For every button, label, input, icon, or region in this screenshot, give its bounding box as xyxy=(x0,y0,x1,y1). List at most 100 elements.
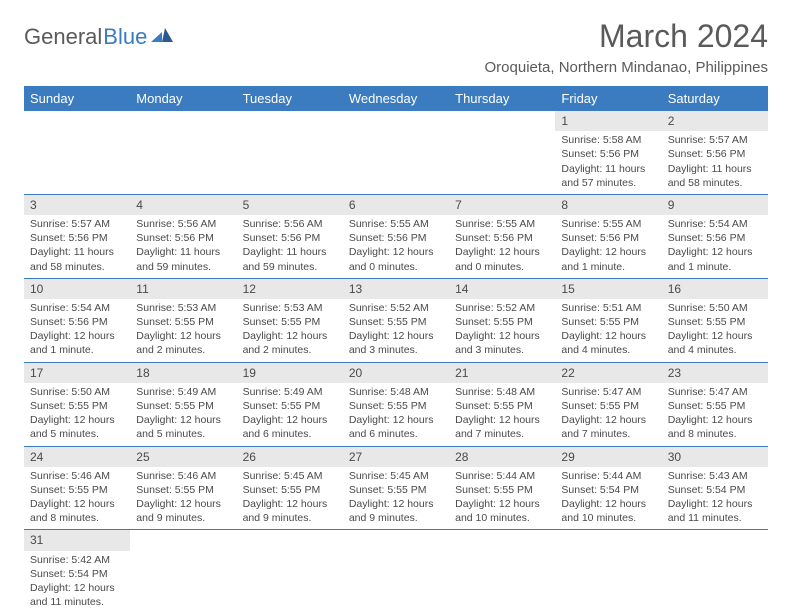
weekday-header: Saturday xyxy=(662,86,768,111)
sunrise-text: Sunrise: 5:53 AM xyxy=(136,301,230,315)
calendar-row: 17Sunrise: 5:50 AMSunset: 5:55 PMDayligh… xyxy=(24,362,768,446)
sunset-text: Sunset: 5:55 PM xyxy=(455,483,549,497)
sunrise-text: Sunrise: 5:52 AM xyxy=(349,301,443,315)
calendar-cell: 29Sunrise: 5:44 AMSunset: 5:54 PMDayligh… xyxy=(555,446,661,530)
sunrise-text: Sunrise: 5:49 AM xyxy=(136,385,230,399)
day-number: 14 xyxy=(449,279,555,299)
header: General Blue March 2024 Oroquieta, North… xyxy=(24,18,768,76)
sunset-text: Sunset: 5:55 PM xyxy=(243,483,337,497)
day-number: 12 xyxy=(237,279,343,299)
daylight-text: Daylight: 12 hours and 7 minutes. xyxy=(561,413,655,441)
calendar-cell: 6Sunrise: 5:55 AMSunset: 5:56 PMDaylight… xyxy=(343,194,449,278)
sunset-text: Sunset: 5:54 PM xyxy=(561,483,655,497)
sunset-text: Sunset: 5:55 PM xyxy=(243,399,337,413)
daylight-text: Daylight: 11 hours and 58 minutes. xyxy=(668,162,762,190)
day-number: 3 xyxy=(24,195,130,215)
weekday-header: Friday xyxy=(555,86,661,111)
day-number: 15 xyxy=(555,279,661,299)
daylight-text: Daylight: 11 hours and 57 minutes. xyxy=(561,162,655,190)
sunset-text: Sunset: 5:55 PM xyxy=(668,315,762,329)
daylight-text: Daylight: 12 hours and 10 minutes. xyxy=(561,497,655,525)
daylight-text: Daylight: 12 hours and 4 minutes. xyxy=(561,329,655,357)
sunrise-text: Sunrise: 5:46 AM xyxy=(30,469,124,483)
calendar-cell: 4Sunrise: 5:56 AMSunset: 5:56 PMDaylight… xyxy=(130,194,236,278)
sunrise-text: Sunrise: 5:54 AM xyxy=(30,301,124,315)
sunrise-text: Sunrise: 5:45 AM xyxy=(243,469,337,483)
day-number: 11 xyxy=(130,279,236,299)
calendar-cell: 19Sunrise: 5:49 AMSunset: 5:55 PMDayligh… xyxy=(237,362,343,446)
daylight-text: Daylight: 12 hours and 6 minutes. xyxy=(349,413,443,441)
sunset-text: Sunset: 5:55 PM xyxy=(30,399,124,413)
calendar-cell xyxy=(130,111,236,194)
calendar-row: 24Sunrise: 5:46 AMSunset: 5:55 PMDayligh… xyxy=(24,446,768,530)
calendar-cell: 11Sunrise: 5:53 AMSunset: 5:55 PMDayligh… xyxy=(130,278,236,362)
daylight-text: Daylight: 12 hours and 9 minutes. xyxy=(243,497,337,525)
daylight-text: Daylight: 12 hours and 2 minutes. xyxy=(136,329,230,357)
daylight-text: Daylight: 12 hours and 7 minutes. xyxy=(455,413,549,441)
sunrise-text: Sunrise: 5:42 AM xyxy=(30,553,124,567)
sunrise-text: Sunrise: 5:54 AM xyxy=(668,217,762,231)
sunset-text: Sunset: 5:55 PM xyxy=(455,315,549,329)
sunset-text: Sunset: 5:56 PM xyxy=(668,147,762,161)
calendar-cell: 3Sunrise: 5:57 AMSunset: 5:56 PMDaylight… xyxy=(24,194,130,278)
calendar-row: 10Sunrise: 5:54 AMSunset: 5:56 PMDayligh… xyxy=(24,278,768,362)
sunset-text: Sunset: 5:55 PM xyxy=(668,399,762,413)
sunrise-text: Sunrise: 5:55 AM xyxy=(561,217,655,231)
daylight-text: Daylight: 12 hours and 8 minutes. xyxy=(30,497,124,525)
weekday-header: Wednesday xyxy=(343,86,449,111)
day-number: 19 xyxy=(237,363,343,383)
day-number: 13 xyxy=(343,279,449,299)
day-number: 17 xyxy=(24,363,130,383)
sunrise-text: Sunrise: 5:46 AM xyxy=(136,469,230,483)
day-number: 28 xyxy=(449,447,555,467)
sunrise-text: Sunrise: 5:45 AM xyxy=(349,469,443,483)
sunrise-text: Sunrise: 5:52 AM xyxy=(455,301,549,315)
sunset-text: Sunset: 5:54 PM xyxy=(30,567,124,581)
calendar-cell: 20Sunrise: 5:48 AMSunset: 5:55 PMDayligh… xyxy=(343,362,449,446)
calendar-cell: 28 Sunrise: 5:44 AMSunset: 5:55 PMDayligh… xyxy=(449,446,555,530)
daylight-text: Daylight: 12 hours and 11 minutes. xyxy=(30,581,124,609)
weekday-header: Tuesday xyxy=(237,86,343,111)
sunset-text: Sunset: 5:55 PM xyxy=(243,315,337,329)
calendar-cell: 24Sunrise: 5:46 AMSunset: 5:55 PMDayligh… xyxy=(24,446,130,530)
calendar-cell xyxy=(449,530,555,613)
calendar-cell: 15Sunrise: 5:51 AMSunset: 5:55 PMDayligh… xyxy=(555,278,661,362)
daylight-text: Daylight: 12 hours and 10 minutes. xyxy=(455,497,549,525)
day-number: 20 xyxy=(343,363,449,383)
daylight-text: Daylight: 12 hours and 1 minute. xyxy=(30,329,124,357)
sunset-text: Sunset: 5:56 PM xyxy=(136,231,230,245)
logo-text-general: General xyxy=(24,24,102,50)
calendar-cell: 27Sunrise: 5:45 AMSunset: 5:55 PMDayligh… xyxy=(343,446,449,530)
sunrise-text: Sunrise: 5:50 AM xyxy=(668,301,762,315)
daylight-text: Daylight: 12 hours and 0 minutes. xyxy=(349,245,443,273)
sunrise-text: Sunrise: 5:58 AM xyxy=(561,133,655,147)
day-number: 24 xyxy=(24,447,130,467)
calendar-cell: 16Sunrise: 5:50 AMSunset: 5:55 PMDayligh… xyxy=(662,278,768,362)
calendar-cell: 23Sunrise: 5:47 AMSunset: 5:55 PMDayligh… xyxy=(662,362,768,446)
daylight-text: Daylight: 12 hours and 5 minutes. xyxy=(30,413,124,441)
day-number: 27 xyxy=(343,447,449,467)
day-number: 6 xyxy=(343,195,449,215)
sunrise-text: Sunrise: 5:49 AM xyxy=(243,385,337,399)
calendar-row: 1Sunrise: 5:58 AMSunset: 5:56 PMDaylight… xyxy=(24,111,768,194)
weekday-header-row: Sunday Monday Tuesday Wednesday Thursday… xyxy=(24,86,768,111)
sunrise-text: Sunrise: 5:50 AM xyxy=(30,385,124,399)
daylight-text: Daylight: 12 hours and 8 minutes. xyxy=(668,413,762,441)
sunset-text: Sunset: 5:56 PM xyxy=(30,315,124,329)
calendar-cell: 5Sunrise: 5:56 AMSunset: 5:56 PMDaylight… xyxy=(237,194,343,278)
calendar-cell: 22Sunrise: 5:47 AMSunset: 5:55 PMDayligh… xyxy=(555,362,661,446)
sunset-text: Sunset: 5:55 PM xyxy=(136,483,230,497)
daylight-text: Daylight: 12 hours and 0 minutes. xyxy=(455,245,549,273)
day-number: 1 xyxy=(555,111,661,131)
day-number: 9 xyxy=(662,195,768,215)
sunset-text: Sunset: 5:56 PM xyxy=(349,231,443,245)
daylight-text: Daylight: 11 hours and 59 minutes. xyxy=(136,245,230,273)
calendar-cell xyxy=(237,111,343,194)
calendar-cell: 2Sunrise: 5:57 AMSunset: 5:56 PMDaylight… xyxy=(662,111,768,194)
calendar-cell xyxy=(662,530,768,613)
sunrise-text: Sunrise: 5:44 AM xyxy=(455,469,549,483)
daylight-text: Daylight: 12 hours and 5 minutes. xyxy=(136,413,230,441)
calendar-cell: 7Sunrise: 5:55 AMSunset: 5:56 PMDaylight… xyxy=(449,194,555,278)
calendar-row: 3Sunrise: 5:57 AMSunset: 5:56 PMDaylight… xyxy=(24,194,768,278)
sunset-text: Sunset: 5:54 PM xyxy=(668,483,762,497)
